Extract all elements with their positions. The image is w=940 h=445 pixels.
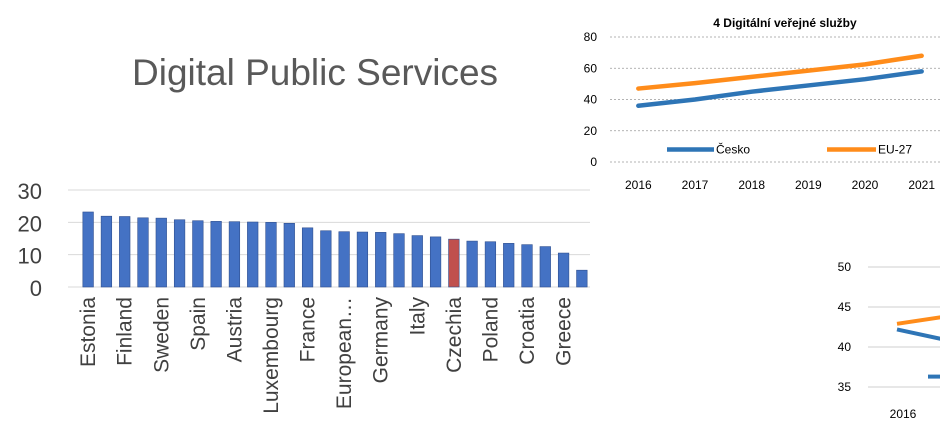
partial-ytick-label: 45 — [838, 300, 852, 314]
bar — [503, 243, 515, 288]
line-series — [636, 69, 924, 108]
bar-ytick-label: 0 — [30, 276, 42, 301]
partial-ytick-label: 35 — [838, 380, 852, 394]
bar-xtick-label: Germany — [370, 297, 393, 384]
bar — [466, 240, 478, 288]
bar — [539, 246, 551, 288]
bar-ytick-label: 20 — [18, 211, 42, 236]
bar — [283, 223, 295, 288]
bar-xtick-label: Greece — [553, 297, 576, 366]
line-xtick-label: 2018 — [738, 178, 765, 192]
bar — [137, 217, 149, 288]
bar — [356, 231, 369, 288]
line-ytick-label: 40 — [584, 93, 598, 107]
bar — [338, 231, 350, 288]
bar-ytick-label: 30 — [18, 179, 42, 204]
bar-xtick-label: Sweden — [150, 297, 173, 373]
line-xtick-label: 2021 — [908, 178, 935, 192]
partial-line-chart: 35 40 45 50 2016 — [838, 260, 940, 421]
legend-label: Česko — [716, 142, 750, 157]
partial-series — [896, 327, 940, 341]
line-xtick-label: 2019 — [795, 178, 822, 192]
bar — [265, 222, 277, 288]
bar — [557, 252, 570, 288]
bar — [228, 221, 241, 288]
bar-xtick-label: Poland — [479, 297, 502, 362]
bar — [521, 244, 533, 288]
bar-xtick-label: Croatia — [516, 297, 539, 365]
bar — [173, 219, 186, 288]
bar-xtick-label: France — [297, 297, 320, 362]
bar-xtick-label: Austria — [223, 297, 246, 363]
bar — [429, 236, 442, 288]
line-xtick-label: 2016 — [625, 178, 652, 192]
country-bar-chart: 0 10 20 30 Estonia Finland Sweden Spain Austria… — [18, 179, 590, 414]
legend-label: EU-27 — [878, 143, 912, 157]
line-ytick-label: 0 — [590, 155, 597, 169]
bar — [155, 217, 167, 288]
bar — [320, 230, 332, 288]
digital-services-line-chart: 4 Digitální veřejné služby 0 20 40 60 80 201… — [584, 16, 940, 192]
bar — [301, 227, 314, 288]
bar-xtick-label: Finland — [114, 297, 137, 366]
line-ytick-label: 80 — [584, 30, 598, 44]
bar — [247, 221, 259, 288]
line-ytick-label: 20 — [584, 124, 598, 138]
bar — [82, 211, 94, 288]
line-xtick-label: 2020 — [852, 178, 879, 192]
bar — [100, 215, 113, 288]
line-series — [636, 53, 924, 91]
bar — [411, 235, 423, 288]
partial-xtick-label: 2016 — [890, 407, 917, 421]
line-chart-title: 4 Digitální veřejné služby — [713, 16, 857, 30]
bar — [119, 216, 131, 288]
line-ytick-label: 60 — [584, 61, 598, 75]
bar — [393, 233, 405, 288]
bar — [210, 221, 222, 288]
bar — [375, 232, 387, 288]
bar-xtick-label: Czechia — [443, 297, 466, 373]
partial-series — [896, 315, 940, 326]
slide-title: Digital Public Services — [132, 52, 499, 93]
bar — [448, 238, 460, 288]
bar — [484, 241, 497, 288]
bar-xtick-label: Italy — [406, 297, 429, 336]
bar — [576, 269, 588, 288]
bar-xtick-label: Spain — [187, 297, 210, 351]
bar-xtick-label: European… — [333, 297, 356, 409]
partial-ytick-label: 40 — [838, 340, 852, 354]
bar-ytick-label: 10 — [18, 244, 42, 269]
bar — [192, 220, 204, 288]
line-xtick-label: 2017 — [682, 178, 709, 192]
partial-ytick-label: 50 — [838, 260, 852, 274]
bar-xtick-label: Luxembourg — [260, 297, 283, 414]
bar-xtick-label: Estonia — [77, 297, 100, 367]
